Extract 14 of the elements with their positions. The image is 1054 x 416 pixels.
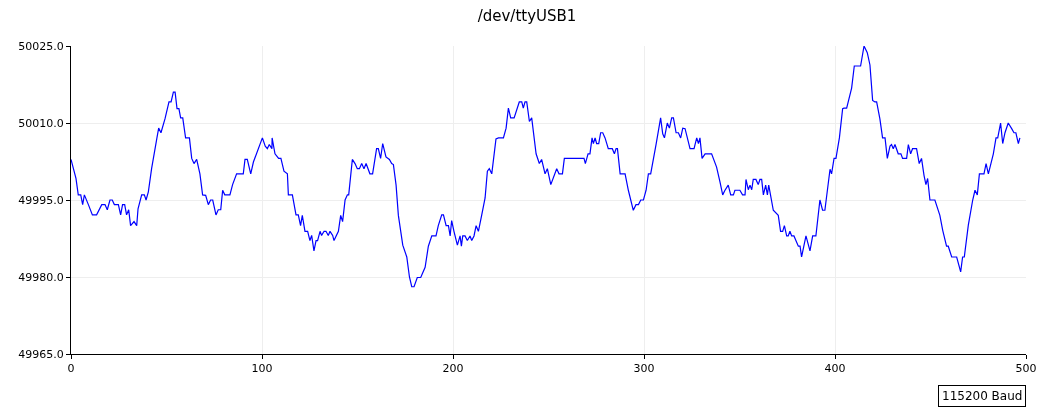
x-tick-label: 200 <box>442 362 464 376</box>
line-series <box>71 46 1021 288</box>
x-tick-label: 500 <box>1015 362 1037 376</box>
x-tick-label: 300 <box>633 362 655 376</box>
y-tick-label: 49995.0 <box>18 193 64 207</box>
chart-title: /dev/ttyUSB1 <box>477 6 577 25</box>
y-tick-label: 49980.0 <box>18 270 64 284</box>
y-tick-label: 49965.0 <box>18 347 64 361</box>
y-tick-label: 50010.0 <box>18 116 64 130</box>
x-tick-label: 400 <box>824 362 846 376</box>
text: 115200 Baud <box>942 389 1023 403</box>
x-tick-label: 0 <box>67 362 75 376</box>
y-tick-label: 50025.0 <box>18 39 64 53</box>
x-tick-label: 100 <box>251 362 273 376</box>
